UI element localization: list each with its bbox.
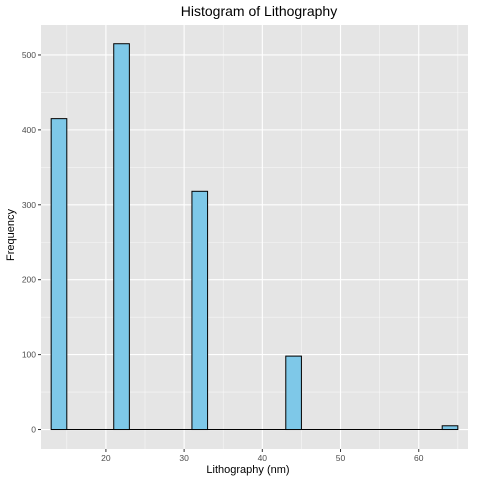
y-tick-label: 300 [22, 200, 36, 210]
plot-panel [41, 25, 468, 449]
grid-minor [41, 25, 468, 449]
y-tick-label: 0 [31, 425, 36, 435]
histogram-bar [50, 118, 68, 431]
y-tick-label: 100 [22, 350, 36, 360]
histogram-bar [285, 355, 302, 431]
x-tick-label: 50 [336, 453, 346, 463]
x-tick-label: 40 [258, 453, 268, 463]
y-tick-label: 500 [22, 50, 36, 60]
chart-title: Histogram of Lithography [181, 3, 337, 19]
x-axis-label: Lithography (nm) [206, 464, 289, 476]
x-axis-ticks: 20 30 40 50 60 [101, 449, 424, 463]
y-tick-label: 200 [22, 275, 36, 285]
x-tick-label: 30 [179, 453, 189, 463]
y-axis-ticks: 0 100 200 300 400 500 [22, 50, 41, 435]
bars [50, 43, 459, 431]
y-tick-label: 400 [22, 125, 36, 135]
x-tick-label: 60 [414, 453, 424, 463]
y-axis-label: Frequency [5, 209, 17, 261]
x-tick-label: 20 [101, 453, 111, 463]
histogram-bar [113, 43, 130, 431]
histogram-bar [191, 190, 209, 431]
histogram-bar [441, 425, 459, 431]
